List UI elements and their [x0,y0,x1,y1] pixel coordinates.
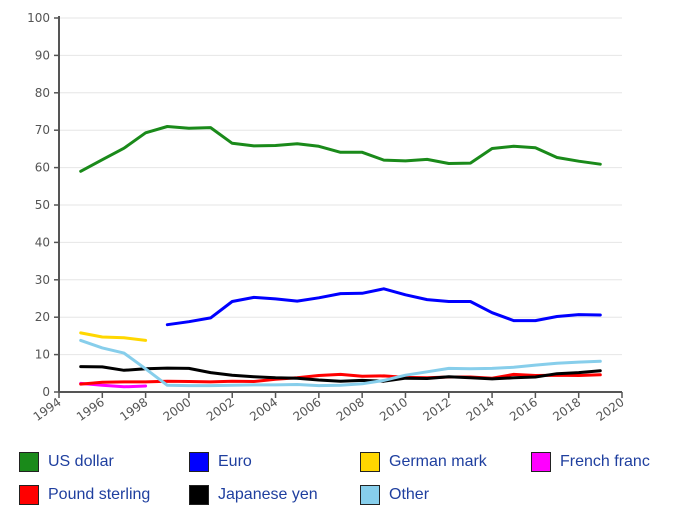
y-tick-label: 40 [35,235,50,249]
legend-item-french-franc: French franc [531,450,650,474]
x-tick-label: 2010 [377,395,410,424]
x-tick-label: 2016 [507,395,540,424]
series-line-german-mark [79,331,148,342]
series-lines [79,125,602,389]
y-tick-label: 100 [27,11,50,25]
legend-swatch [360,485,380,505]
y-tick-label: 80 [35,86,50,100]
legend-item-japanese-yen: Japanese yen [189,483,318,507]
x-tick-label: 2014 [464,395,497,424]
legend-label: Pound sterling [48,486,151,503]
legend-swatch [360,452,380,472]
y-tick-label: 20 [35,310,50,324]
legend-label: French franc [560,453,650,470]
legend-item-euro: Euro [189,450,252,474]
x-tick-label: 2018 [550,395,583,424]
legend-item-other: Other [360,483,429,507]
legend-item-german-mark: German mark [360,450,487,474]
legend-swatch [189,452,209,472]
legend-swatch [19,485,39,505]
x-tick-label: 2006 [291,395,324,424]
x-tick-label: 1996 [74,395,107,424]
y-tick-label: 90 [35,48,50,62]
legend-label: German mark [389,453,487,470]
y-tick-label: 60 [35,161,50,175]
x-tick-label: 2008 [334,395,367,424]
x-axis: 1994 1996 1998 2000 2002 2004 2006 2008 2010 2012… [31,391,627,424]
legend-swatch [531,452,551,472]
x-tick-label: 1998 [117,395,150,424]
x-tick-label: 1994 [31,395,64,424]
y-tick-label: 50 [35,198,50,212]
y-tick-label: 70 [35,123,50,137]
y-tick-label: 30 [35,273,50,287]
x-tick-label: 2000 [161,395,194,424]
series-line-other [79,338,602,388]
y-tick-label: 0 [42,385,50,399]
legend-label: Other [389,486,430,503]
series-line-pound-sterling [79,372,602,386]
legend: US dollar Euro German mark French franc Poun… [0,446,683,526]
gridlines [59,17,622,356]
x-tick-label: 2020 [594,395,627,424]
x-tick-label: 2012 [420,395,453,424]
legend-item-us-dollar: US dollar [19,450,114,474]
series-line-euro [165,287,602,327]
x-tick-label: 2004 [247,395,280,424]
y-tick-label: 10 [35,348,50,362]
series-line-japanese-yen [79,365,602,383]
series-line-us-dollar [79,125,602,173]
line-chart: 0 10 20 30 40 50 60 70 80 90 100 1994 1996 1998 2000 2… [27,11,627,424]
y-axis: 0 10 20 30 40 50 60 70 80 90 100 [27,11,60,399]
legend-label: US dollar [48,453,114,470]
legend-swatch [189,485,209,505]
x-tick-label: 2002 [204,395,237,424]
legend-swatch [19,452,39,472]
legend-label: Japanese yen [218,486,318,503]
legend-item-pound-sterling: Pound sterling [19,483,150,507]
legend-label: Euro [218,453,252,470]
